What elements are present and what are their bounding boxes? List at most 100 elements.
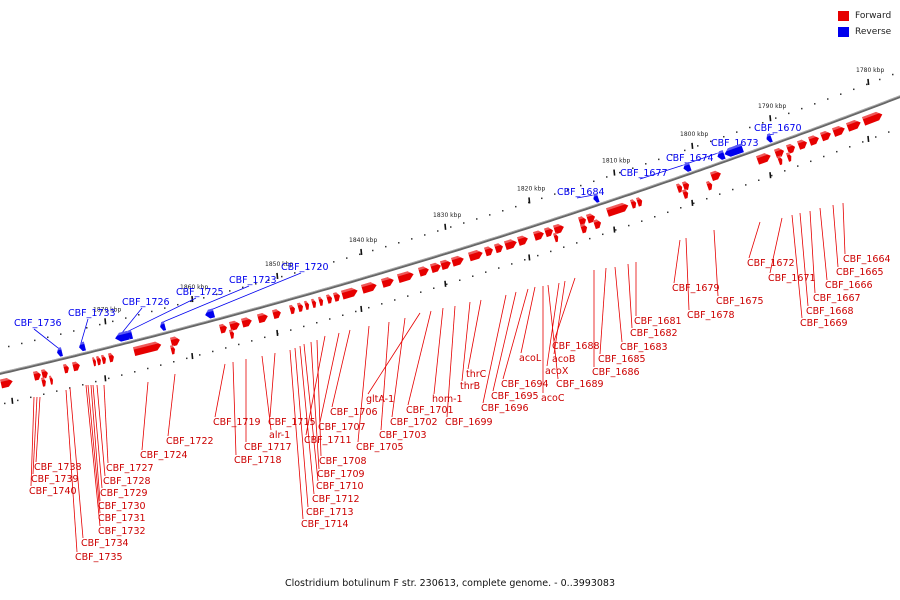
forward-gene-CBF_1712: CBF_1712 (299, 345, 360, 505)
ruler-dot (333, 261, 335, 263)
forward-gene-CBF_1713: CBF_1713 (294, 347, 354, 518)
forward-gene-arrow (381, 275, 394, 288)
forward-gene-arrow (63, 363, 69, 374)
gene-label: CBF_1727 (106, 463, 154, 474)
ruler-major-tick (769, 172, 772, 179)
ruler-dot (320, 264, 322, 267)
gene-label: CBF_1709 (317, 469, 365, 480)
gene-label: CBF_1732 (98, 526, 146, 537)
gene-label: CBF_1672 (747, 258, 795, 269)
forward-gene-CBF_1689: CBF_1689 (547, 284, 604, 390)
forward-gene-arrow (49, 375, 53, 385)
forward-gene-CBF_1678: CBF_1678 (685, 237, 735, 321)
gene-label: CBF_1728 (103, 476, 151, 487)
gene-label: CBF_1678 (687, 310, 735, 321)
ruler-dot (875, 136, 877, 138)
ruler-dot (810, 160, 812, 163)
reverse-gene-CBF_1670: CBF_1670 (754, 123, 802, 136)
gene-label: CBF_1702 (390, 417, 438, 428)
forward-gene-CBF_1730: CBF_1730 (90, 384, 146, 512)
reverse-gene-arrow (765, 133, 773, 143)
forward-gene-arrow (311, 298, 317, 309)
forward-gene-arrow (468, 248, 483, 262)
ruler-dot (485, 271, 487, 273)
forward-gene-CBF_1719: CBF_1719 (213, 363, 261, 428)
ruler-dot (112, 320, 114, 323)
ruler-dot (4, 402, 6, 405)
gene-label: CBF_1725 (176, 287, 224, 298)
forward-gene-CBF_1732: CBF_1732 (85, 384, 146, 537)
forward-gene-arrow (170, 335, 180, 347)
ruler-dot (268, 279, 270, 281)
gene-label: CBF_1689 (556, 379, 604, 390)
forward-gene-arrow (756, 151, 771, 165)
gene-label: CBF_1710 (316, 481, 364, 492)
forward-gene-arrow (333, 291, 341, 302)
ruler-dot (745, 184, 747, 186)
ruler-dot (190, 300, 192, 303)
forward-gene-arrow (636, 196, 643, 207)
ruler-dot (502, 210, 504, 212)
forward-gene-arrow (0, 376, 13, 389)
ruler-dot (151, 310, 153, 313)
forward-gene-CBF_1701: CBF_1701 (406, 310, 454, 416)
gene-label: CBF_1708 (319, 456, 367, 467)
ruler-dot (294, 272, 296, 274)
ruler-dot (17, 399, 19, 402)
ruler-label: 1820 kbp (517, 185, 545, 192)
forward-gene-arrow (786, 142, 796, 154)
gene-label: CBF_1694 (501, 379, 549, 390)
gene-label: CBF_1688 (552, 341, 600, 352)
ruler-dot (99, 323, 101, 326)
ruler-dot (736, 131, 738, 133)
ruler-major-tick (867, 135, 870, 142)
ruler-dot (593, 180, 595, 183)
gene-label: CBF_1729 (100, 488, 148, 499)
ruler-dot (632, 167, 634, 169)
ruler-major-tick (104, 375, 107, 382)
forward-gene-arrow (33, 370, 41, 381)
reverse-swatch (838, 27, 849, 37)
ruler-dot (762, 122, 764, 124)
gene-label: CBF_1738 (34, 462, 82, 473)
gene-label: CBF_1715 (268, 417, 316, 428)
forward-gene-arrow (133, 340, 162, 357)
ruler-major-tick (613, 169, 616, 176)
ruler-dot (472, 275, 474, 277)
gene-label: CBF_1682 (630, 328, 678, 339)
forward-gene-arrow (397, 269, 414, 283)
forward-gene-arrow (170, 344, 176, 355)
forward-gene-CBF_1686: CBF_1686 (592, 270, 640, 378)
ruler-dot (47, 336, 49, 339)
forward-gene-arrow (484, 245, 493, 257)
ruler-dot (108, 377, 110, 380)
ruler-dot (576, 242, 578, 244)
gene-label: CBF_1711 (304, 435, 352, 446)
forward-gene-arrow (676, 182, 683, 193)
gene-label: CBF_1718 (234, 455, 282, 466)
ruler-dot (398, 242, 400, 244)
ruler-dot (86, 327, 88, 329)
forward-gene-CBF_1669: CBF_1669 (791, 214, 848, 329)
forward-gene-arrow (820, 129, 831, 142)
ruler-dot (303, 325, 305, 328)
ruler-major-tick (528, 254, 531, 261)
forward-gene-arrow (41, 377, 46, 387)
ruler-dot (251, 340, 253, 342)
forward-gene-CBF_1668: CBF_1668 (799, 212, 854, 317)
ruler-dot (420, 291, 422, 293)
ruler-dot (281, 275, 283, 278)
ruler-dot (225, 347, 227, 349)
gene-label: hom-1 (432, 394, 463, 405)
gene-label: alr-1 (269, 430, 290, 441)
forward-gene-CBF_1724: CBF_1724 (140, 381, 188, 461)
forward-gene-arrow (846, 118, 861, 132)
forward-gene-CBF_1714: CBF_1714 (289, 349, 349, 530)
forward-gene-arrow (832, 124, 845, 137)
forward-gene-arrow (593, 218, 602, 230)
gene-label: CBF_1671 (768, 273, 816, 284)
reverse-gene-CBF_1733: CBF_1733 (68, 308, 116, 344)
reverse-gene-CBF_1720: CBF_1720 (208, 262, 329, 312)
ruler-dot (95, 380, 97, 383)
ruler-dot (463, 222, 465, 224)
